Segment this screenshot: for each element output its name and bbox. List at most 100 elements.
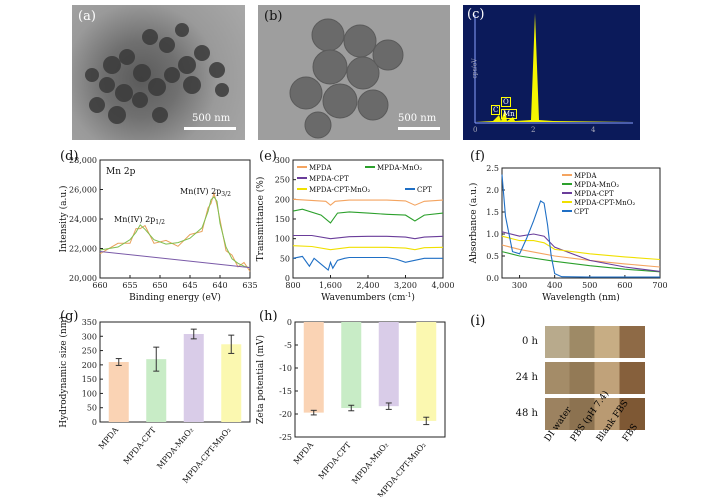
scale-text-a: 500 nm — [192, 113, 231, 124]
h-ylabel: Zeta potential (mV) — [255, 335, 266, 424]
f-series-line — [501, 231, 661, 272]
e-ytick-label: 100 — [275, 235, 290, 244]
e-legend-label: CPT — [417, 186, 432, 194]
e-ytick-label: 0 — [285, 274, 290, 283]
scale-text-b: 500 nm — [398, 113, 437, 124]
d-peak1-sub: 1/2 — [155, 219, 165, 226]
panel-label-d: (d) — [60, 149, 78, 164]
eds-xtick-2: 2 — [531, 126, 536, 134]
d-peak2-label: Mn(IV) 2p3/2 — [180, 187, 231, 198]
e-xlabel-sup: -1 — [405, 292, 411, 299]
eds-spectrum-c: (c) cps/eV C O Mn 0 2 4 — [463, 5, 640, 140]
panel-label-f: (f) — [470, 149, 485, 164]
tem-particles-b — [289, 18, 404, 139]
eds-xtick-4: 4 — [591, 126, 596, 134]
d-ytick-label: 24,000 — [69, 215, 97, 224]
eds-xtick-0: 0 — [473, 126, 478, 134]
e-xlabel: Wavenumbers (cm-1) — [321, 292, 415, 303]
vial-photo-48h — [545, 398, 645, 430]
h-bar — [303, 322, 324, 413]
f-plot-frame — [501, 167, 661, 279]
d-xtick-label: 640 — [212, 281, 227, 290]
d-xtick-label: 645 — [182, 281, 197, 290]
d-xtick-label: 655 — [122, 281, 137, 290]
size-chart-g: 0 50 100 150 200 250 300 350 MPDA MPDA-CPTMPDA-Mn… — [58, 310, 251, 485]
f-legend-label: MPDA — [574, 172, 597, 180]
d-title: Mn 2p — [106, 167, 136, 177]
e-series-line — [293, 234, 444, 240]
g-bar — [146, 359, 167, 422]
d-background-line — [99, 250, 251, 269]
d-peak1-label: Mn(IV) 2p1/2 — [114, 215, 165, 226]
g-ytick-label: 250 — [82, 347, 97, 356]
e-xtick-label: 1,600 — [319, 281, 342, 290]
d-xtick-label: 635 — [242, 281, 257, 290]
e-series-line — [292, 245, 444, 251]
g-ytick-label: 150 — [82, 375, 97, 384]
f-legend-label: MPDA-CPT — [574, 190, 614, 198]
e-legend-label: MPDA — [309, 164, 332, 172]
e-series-line — [292, 198, 444, 206]
vial-photo-24h — [545, 362, 645, 394]
xps-chart-d: 20,000 22,000 24,000 26,000 28,000 660 655 650 6… — [58, 149, 258, 303]
f-xtick-label: 500 — [582, 281, 597, 290]
h-bar — [341, 322, 362, 409]
f-legend-label: MPDA-MnO₂ — [574, 181, 619, 189]
d-ytick-label: 22,000 — [69, 245, 97, 254]
h-plot-frame — [294, 321, 446, 438]
e-ytick-label: 200 — [275, 195, 290, 204]
g-ytick-label: 200 — [82, 361, 97, 370]
e-ylabel: Transmittance (%) — [255, 177, 266, 262]
scale-bar-a — [184, 127, 236, 130]
d-fit-line — [99, 196, 251, 269]
e-xtick-label: 4,000 — [432, 281, 455, 290]
vial-photo-0h — [545, 326, 645, 358]
h-ytick-label: -15 — [279, 387, 292, 396]
ftir-chart-e: 0 50 100 150 200 250 300 800 1,600 2,400 3,200 4,00… — [255, 149, 455, 303]
g-ytick-label: 50 — [87, 404, 97, 413]
g-category-label: MPDA-MnO₂ — [155, 426, 195, 471]
h-ytick-label: -25 — [279, 433, 292, 442]
e-xlabel-end: ) — [411, 292, 415, 303]
d-ytick-label: 28,000 — [69, 156, 97, 165]
h-ytick-label: -10 — [279, 364, 292, 373]
vial-column-labels: DI water PBS (pH 7.4) Blank FBS FBS — [505, 389, 655, 496]
eds-ylabel: cps/eV — [471, 58, 479, 79]
d-xtick-label: 650 — [152, 281, 167, 290]
g-bar — [221, 344, 242, 422]
g-category-label: MPDA — [97, 425, 121, 451]
e-ytick-label: 250 — [275, 176, 290, 185]
e-xtick-label: 3,200 — [394, 281, 417, 290]
h-bar — [416, 322, 437, 421]
f-series-line — [501, 174, 660, 278]
g-bar — [108, 362, 129, 422]
row-label-24h: 24 h — [515, 372, 538, 383]
f-xlabel: Wavelength (nm) — [542, 292, 620, 303]
d-xlabel: Binding energy (eV) — [129, 292, 221, 303]
g-plot-frame — [99, 321, 251, 423]
f-ytick-label: 2.5 — [486, 164, 499, 173]
tem-image-a: (a) 500 nm — [72, 5, 245, 140]
g-ytick-label: 350 — [82, 318, 97, 327]
tem-image-b: (b) 500 nm — [258, 5, 450, 140]
panel-label-a: (a) — [78, 9, 96, 24]
d-raw-data-line — [99, 191, 251, 272]
g-ytick-label: 300 — [82, 332, 97, 341]
panel-label-g: (g) — [60, 310, 78, 324]
f-xtick-label: 600 — [617, 281, 632, 290]
eds-plot-c — [474, 13, 633, 124]
panel-label-i: (i) — [470, 313, 486, 329]
g-ytick-label: 0 — [92, 418, 97, 427]
panel-label-c: (c) — [467, 7, 485, 22]
e-legend-label: MPDA-CPT-MnO₂ — [309, 186, 371, 194]
e-ytick-label: 50 — [280, 254, 290, 263]
eds-peak-o: O — [501, 97, 511, 107]
f-legend-label: MPDA-CPT-MnO₂ — [574, 199, 636, 207]
f-series-line — [501, 251, 661, 273]
d-ylabel: Intensity (a.u.) — [58, 185, 69, 252]
g-category-label: MPDA-CPT — [122, 425, 158, 466]
e-series-line — [292, 208, 444, 224]
f-xtick-label: 300 — [512, 281, 527, 290]
